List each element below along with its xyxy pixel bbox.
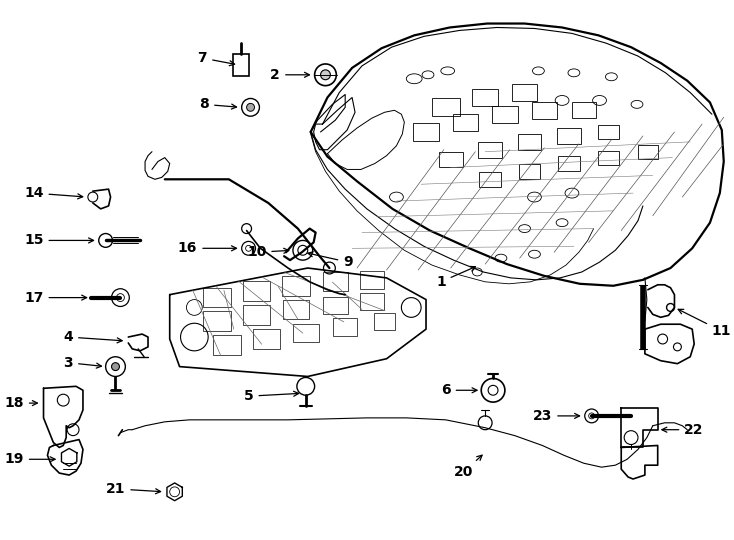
Bar [213,335,241,355]
Bar [519,164,540,179]
Circle shape [247,103,255,111]
Circle shape [99,233,112,247]
Bar [374,313,396,329]
Text: 8: 8 [200,97,236,111]
Bar [322,273,348,291]
Bar [282,276,310,295]
Bar [333,318,357,336]
Bar [479,172,501,187]
Bar [360,271,384,289]
Bar [597,125,619,139]
Bar [360,293,384,310]
Bar [439,152,462,167]
Circle shape [585,409,598,423]
Text: 17: 17 [24,291,87,305]
Bar [252,329,280,349]
Text: 6: 6 [441,383,477,397]
Bar [572,103,595,118]
Bar [293,323,319,342]
Bar [432,98,459,116]
Bar [597,151,619,165]
Text: 7: 7 [197,51,235,66]
Bar [558,156,580,171]
Text: 3: 3 [63,356,101,370]
Circle shape [321,70,330,80]
Circle shape [241,98,259,116]
Text: 19: 19 [4,453,55,466]
Text: 10: 10 [247,245,288,259]
Bar [479,142,502,158]
Circle shape [112,289,129,307]
Circle shape [88,192,98,202]
Bar [413,123,439,141]
Text: 9: 9 [308,252,353,269]
Text: 13: 13 [0,539,1,540]
Bar [283,300,309,319]
Bar [203,312,230,331]
Bar [512,84,537,101]
Circle shape [293,240,313,260]
Circle shape [106,357,126,376]
Text: 15: 15 [24,233,93,247]
Bar [322,296,348,314]
Bar [492,106,517,123]
Bar [453,114,479,131]
Text: 11: 11 [678,309,731,338]
Circle shape [241,241,255,255]
Text: 23: 23 [533,409,580,423]
Text: 1: 1 [436,266,476,289]
Text: 16: 16 [178,241,236,255]
Text: 20: 20 [454,455,482,479]
Bar [233,54,249,76]
Bar [531,102,557,119]
Text: 4: 4 [63,330,122,344]
Bar [203,288,230,307]
Circle shape [112,363,120,370]
Text: 12: 12 [0,539,1,540]
Circle shape [482,379,505,402]
Text: 22: 22 [662,423,704,437]
Text: 21: 21 [106,482,161,496]
Bar [517,134,542,150]
Text: 5: 5 [244,389,299,403]
Circle shape [315,64,336,86]
Bar [638,145,658,159]
Text: 2: 2 [270,68,310,82]
Bar [473,89,498,106]
Bar [557,128,581,144]
Text: 14: 14 [24,186,83,200]
Bar [243,281,270,301]
Text: 18: 18 [4,396,37,410]
Bar [243,306,270,325]
